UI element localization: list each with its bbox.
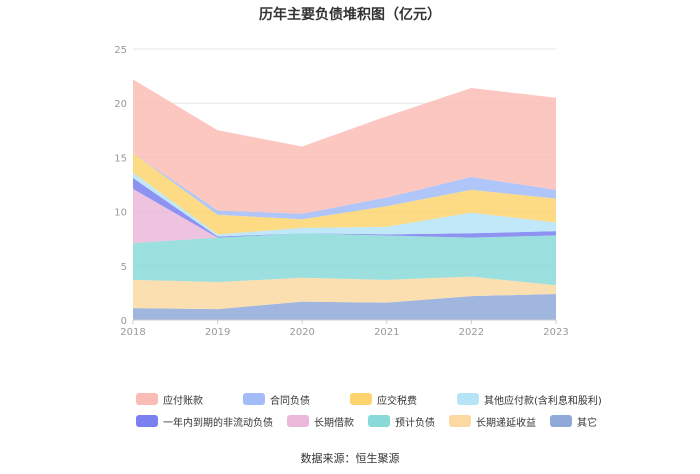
y-tick-label: 0 bbox=[121, 316, 127, 327]
legend-item[interactable]: 长期递延收益 bbox=[449, 414, 536, 429]
legend-swatch bbox=[136, 393, 158, 405]
legend-item[interactable]: 一年内到期的非流动负债 bbox=[136, 414, 273, 429]
legend-swatch bbox=[449, 415, 471, 427]
x-tick-label: 2020 bbox=[289, 327, 314, 338]
legend-swatch bbox=[136, 415, 158, 427]
legend-item[interactable]: 长期借款 bbox=[287, 414, 354, 429]
legend-row: 一年内到期的非流动负债 长期借款 预计负债 长期递延收益 其它 bbox=[136, 410, 597, 432]
legend-swatch bbox=[287, 415, 309, 427]
legend-item[interactable]: 应交税费 bbox=[350, 392, 417, 407]
area-其它 bbox=[133, 293, 556, 320]
legend-label: 其他应付款(含利息和股利) bbox=[484, 395, 602, 407]
area-合同负债 bbox=[133, 153, 556, 220]
legend-swatch bbox=[368, 415, 390, 427]
y-tick-label: 5 bbox=[121, 262, 127, 273]
legend: 应付账款 合同负债 应交税费 其他应付款(含利息和股利) 一年内到期的非流动负债 长期借… bbox=[136, 388, 602, 432]
y-tick-label: 25 bbox=[114, 45, 127, 56]
y-tick-label: 15 bbox=[114, 153, 127, 164]
legend-item[interactable]: 预计负债 bbox=[368, 414, 435, 429]
legend-label: 长期递延收益 bbox=[476, 417, 536, 429]
legend-item[interactable]: 应付账款 bbox=[136, 392, 203, 407]
area-其他应付款(含利息和股利) bbox=[133, 172, 556, 237]
legend-item[interactable]: 其他应付款(含利息和股利) bbox=[457, 392, 602, 407]
area-应付账款 bbox=[133, 79, 556, 214]
legend-row: 应付账款 合同负债 应交税费 其他应付款(含利息和股利) bbox=[136, 388, 602, 410]
legend-label: 应付账款 bbox=[163, 395, 203, 407]
x-tick-label: 2023 bbox=[543, 327, 568, 338]
area-预计负债 bbox=[133, 233, 556, 286]
legend-swatch bbox=[350, 393, 372, 405]
axes: 0 5 10 15 20 25 2018 2019 2020 2021 2022 2023 bbox=[114, 45, 568, 338]
area-长期递延收益 bbox=[133, 276, 556, 310]
x-tick-label: 2018 bbox=[120, 327, 145, 338]
legend-item[interactable]: 其它 bbox=[550, 414, 597, 429]
area-series bbox=[133, 79, 556, 320]
legend-swatch bbox=[243, 393, 265, 405]
x-tick-label: 2019 bbox=[205, 327, 230, 338]
area-长期借款 bbox=[133, 188, 556, 244]
x-tick-label: 2021 bbox=[374, 327, 399, 338]
area-应交税费 bbox=[133, 153, 556, 235]
legend-label: 预计负债 bbox=[395, 417, 435, 429]
y-tick-label: 20 bbox=[114, 99, 127, 110]
legend-swatch bbox=[457, 393, 479, 405]
stacked-area-chart: 0 5 10 15 20 25 2018 2019 2020 2021 2022 2023 bbox=[114, 45, 568, 338]
y-tick-label: 10 bbox=[114, 208, 127, 219]
chart-title: 历年主要负债堆积图（亿元） bbox=[259, 7, 441, 23]
x-tick-label: 2022 bbox=[459, 327, 484, 338]
legend-label: 长期借款 bbox=[314, 417, 354, 429]
legend-swatch bbox=[550, 415, 572, 427]
legend-label: 应交税费 bbox=[377, 395, 417, 407]
source-note: 数据来源：恒生聚源 bbox=[300, 452, 400, 465]
legend-label: 其它 bbox=[577, 417, 597, 429]
legend-label: 一年内到期的非流动负债 bbox=[163, 417, 273, 429]
legend-item[interactable]: 合同负债 bbox=[243, 392, 310, 407]
legend-label: 合同负债 bbox=[270, 395, 310, 407]
